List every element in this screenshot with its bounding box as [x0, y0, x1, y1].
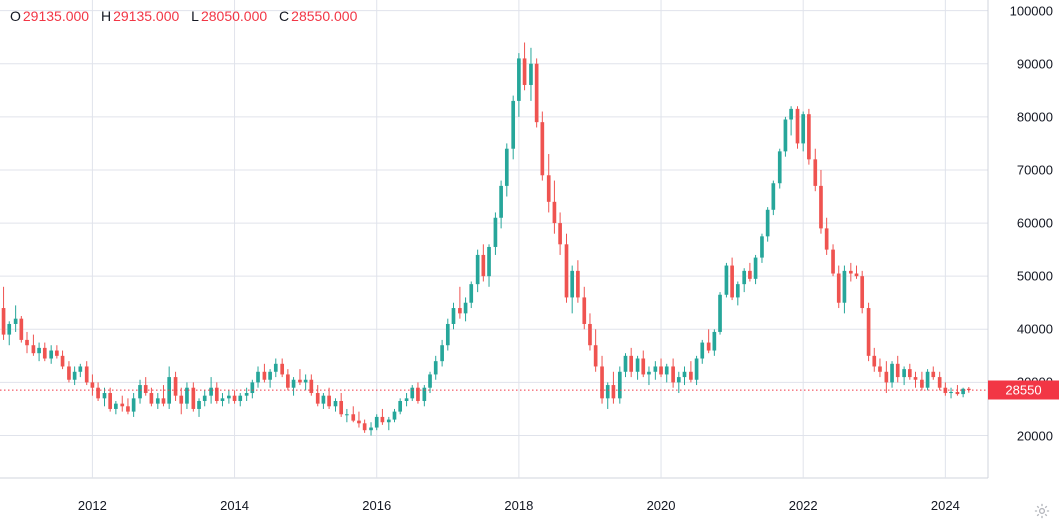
x-axis[interactable]: 2012 2014 2016 2018 2020 2022 2024	[0, 478, 988, 528]
ohlc-readout: O29135.000 H29135.000 L28050.000 C28550.…	[10, 8, 365, 24]
ohlc-o-value: 29135.000	[23, 8, 89, 24]
x-axis-label: 2024	[931, 498, 960, 513]
y-axis-label: 80000	[1017, 109, 1053, 124]
x-axis-label: 2014	[220, 498, 249, 513]
x-axis-label: 2020	[647, 498, 676, 513]
ohlc-o-label: O	[10, 8, 21, 24]
chart-container: O29135.000 H29135.000 L28050.000 C28550.…	[0, 0, 1059, 528]
x-axis-label: 2018	[504, 498, 533, 513]
y-axis-label: 70000	[1017, 162, 1053, 177]
ohlc-c-label: C	[279, 8, 289, 24]
ohlc-h-label: H	[101, 8, 111, 24]
ohlc-l-label: L	[191, 8, 199, 24]
y-axis-label: 100000	[1010, 3, 1053, 18]
y-axis-label: 50000	[1017, 269, 1053, 284]
y-axis-label: 90000	[1017, 56, 1053, 71]
gear-icon	[1033, 502, 1051, 520]
x-axis-label: 2012	[78, 498, 107, 513]
x-axis-label: 2016	[362, 498, 391, 513]
candlestick-chart[interactable]	[0, 0, 1059, 528]
y-axis-label: 60000	[1017, 216, 1053, 231]
ohlc-l-value: 28050.000	[201, 8, 267, 24]
chart-settings-button[interactable]	[1031, 500, 1053, 522]
x-axis-label: 2022	[789, 498, 818, 513]
y-axis-label: 20000	[1017, 428, 1053, 443]
y-axis-label: 40000	[1017, 322, 1053, 337]
last-price-value: 28550	[1005, 383, 1041, 398]
last-price-tag: 28550	[988, 381, 1059, 400]
ohlc-c-value: 28550.000	[291, 8, 357, 24]
ohlc-h-value: 29135.000	[113, 8, 179, 24]
y-axis[interactable]: 2000030000400005000060000700008000090000…	[988, 0, 1059, 478]
